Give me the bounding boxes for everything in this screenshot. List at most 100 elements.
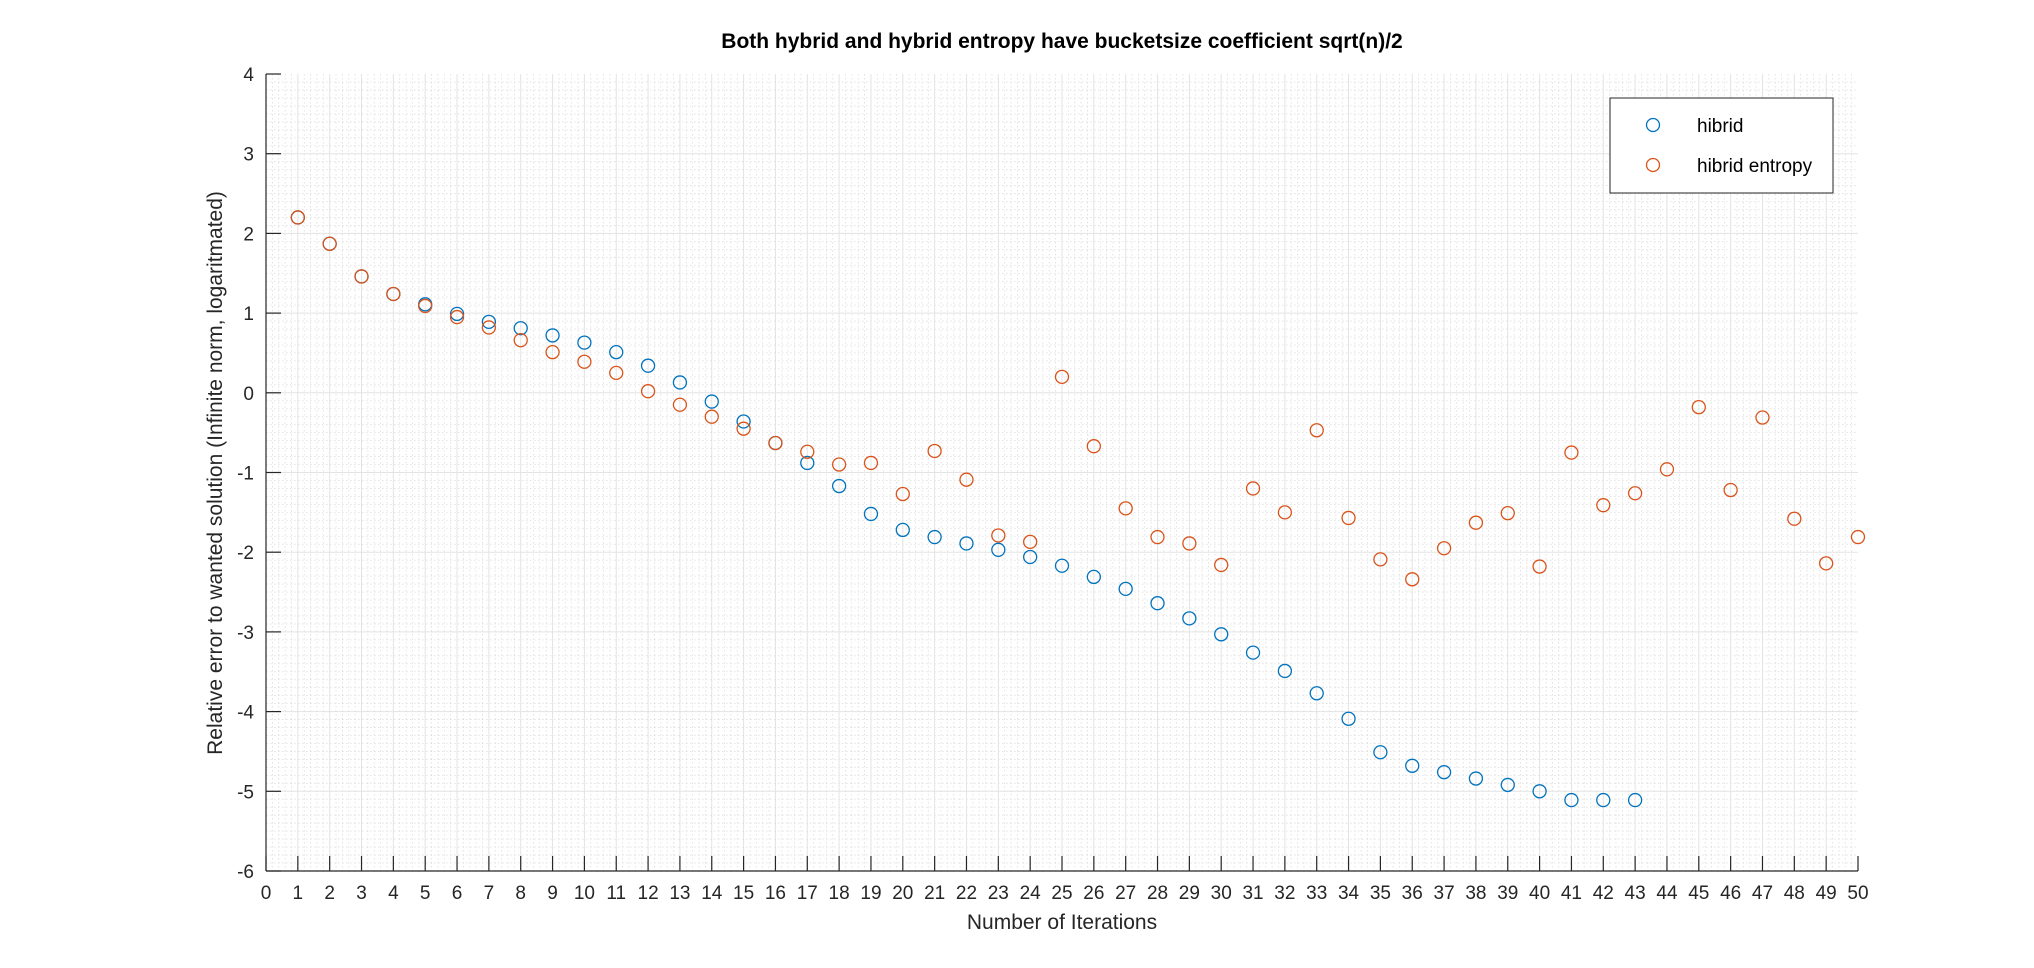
data-point bbox=[1532, 559, 1547, 574]
data-point bbox=[1564, 792, 1579, 808]
x-tick-label: 31 bbox=[1242, 883, 1263, 904]
data-point bbox=[927, 529, 942, 545]
data-point bbox=[1150, 529, 1165, 545]
data-point bbox=[1596, 498, 1611, 513]
data-point bbox=[1436, 541, 1452, 556]
data-markers bbox=[290, 210, 1866, 808]
x-tick-label: 36 bbox=[1402, 883, 1423, 904]
data-point bbox=[609, 365, 624, 381]
data-point bbox=[1245, 645, 1261, 660]
x-tick-label: 37 bbox=[1434, 883, 1455, 904]
x-tick-label: 21 bbox=[924, 883, 945, 904]
data-point bbox=[1214, 627, 1229, 642]
y-tick-label: 4 bbox=[243, 65, 254, 86]
data-point bbox=[895, 522, 910, 538]
y-tick-labels: 4 3 2 1 0 -1 -2 -3 -4 -5 -6 bbox=[237, 65, 254, 883]
data-point bbox=[1182, 611, 1197, 626]
data-point bbox=[1118, 581, 1133, 597]
data-point bbox=[1054, 369, 1070, 385]
data-point bbox=[768, 435, 783, 451]
data-point bbox=[1373, 745, 1388, 760]
x-tick-label: 11 bbox=[606, 883, 626, 904]
x-tick-label: 40 bbox=[1529, 883, 1550, 904]
x-tick-label: 29 bbox=[1179, 883, 1200, 904]
data-point bbox=[1659, 462, 1675, 477]
data-point bbox=[513, 321, 528, 336]
data-point bbox=[959, 472, 974, 487]
data-point bbox=[1436, 765, 1452, 780]
data-point bbox=[609, 345, 624, 360]
data-point bbox=[991, 542, 1006, 557]
series-hibrid-entropy bbox=[290, 210, 1866, 587]
data-point bbox=[1309, 686, 1324, 701]
data-point bbox=[959, 536, 974, 551]
y-tick-label: -1 bbox=[237, 464, 254, 485]
axes bbox=[265, 73, 1859, 872]
x-tick-label: 4 bbox=[388, 883, 399, 904]
data-point bbox=[449, 306, 465, 322]
x-tick-label: 2 bbox=[324, 883, 335, 904]
data-point bbox=[1819, 556, 1834, 571]
major-grid bbox=[266, 74, 1858, 871]
data-point bbox=[1023, 534, 1038, 549]
data-point bbox=[1023, 549, 1038, 565]
data-point bbox=[1118, 501, 1133, 516]
data-point bbox=[1500, 777, 1515, 793]
data-point bbox=[1755, 410, 1770, 425]
data-point bbox=[1341, 510, 1356, 526]
data-point bbox=[800, 444, 815, 459]
x-tick-label: 32 bbox=[1274, 883, 1295, 904]
data-point bbox=[290, 210, 305, 225]
x-tick-label: 22 bbox=[956, 883, 977, 904]
x-tick-label: 15 bbox=[733, 883, 754, 904]
data-point bbox=[1086, 569, 1101, 585]
x-tick-label: 0 bbox=[261, 883, 272, 904]
x-tick-label: 20 bbox=[892, 883, 913, 904]
y-tick-label: 1 bbox=[243, 304, 254, 325]
data-point bbox=[1468, 515, 1484, 530]
data-point bbox=[1341, 711, 1356, 726]
x-tick-label: 13 bbox=[669, 883, 690, 904]
data-point bbox=[1245, 481, 1261, 496]
x-tick-label: 47 bbox=[1752, 883, 1773, 904]
x-tick-label: 24 bbox=[1020, 883, 1042, 904]
legend-marker-hibrid-entropy bbox=[1645, 157, 1661, 173]
legend-box bbox=[1609, 97, 1834, 194]
data-point bbox=[1787, 511, 1802, 526]
x-tick-label: 5 bbox=[420, 883, 431, 904]
data-point bbox=[831, 478, 847, 494]
y-axis-label: Relative error to wanted solution (Infin… bbox=[204, 191, 227, 755]
data-point bbox=[577, 354, 592, 369]
x-tick-label: 38 bbox=[1465, 883, 1486, 904]
data-point bbox=[545, 328, 560, 343]
x-tick-label: 19 bbox=[860, 883, 881, 904]
data-point bbox=[1086, 439, 1101, 454]
data-point bbox=[1691, 399, 1706, 415]
data-point bbox=[577, 335, 592, 350]
data-point bbox=[1405, 758, 1420, 773]
x-tick-label: 49 bbox=[1816, 883, 1837, 904]
x-tick-labels: 0 1 2 3 4 5 6 7 8 9 10 11 12 13 14 15 16 17 18 19 20 21 22 23 24… bbox=[261, 883, 1869, 904]
x-tick-label: 27 bbox=[1115, 883, 1136, 904]
data-point bbox=[895, 486, 910, 502]
data-point bbox=[1373, 552, 1388, 567]
data-point bbox=[449, 309, 465, 325]
x-tick-label: 9 bbox=[547, 883, 558, 904]
data-point bbox=[800, 455, 815, 471]
y-tick-label: 3 bbox=[243, 145, 254, 166]
x-tick-label: 39 bbox=[1497, 883, 1518, 904]
data-point bbox=[1532, 784, 1547, 799]
data-point bbox=[354, 269, 369, 284]
data-point bbox=[736, 421, 751, 436]
y-tick-label: -2 bbox=[237, 543, 254, 564]
data-point bbox=[1277, 505, 1293, 520]
chart-title: Both hybrid and hybrid entropy have buck… bbox=[721, 30, 1402, 53]
legend-label-hibrid-entropy: hibrid entropy bbox=[1697, 156, 1813, 177]
x-tick-label: 43 bbox=[1625, 883, 1646, 904]
x-tick-label: 26 bbox=[1083, 883, 1104, 904]
legend-label-hibrid: hibrid bbox=[1697, 116, 1743, 137]
data-point bbox=[704, 409, 719, 424]
x-tick-label: 8 bbox=[515, 883, 526, 904]
data-point bbox=[1054, 558, 1070, 573]
